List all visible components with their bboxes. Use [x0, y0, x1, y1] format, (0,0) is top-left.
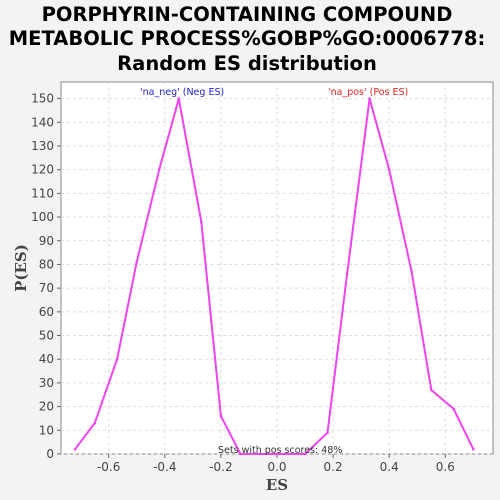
- y-tick-label: 60: [39, 305, 54, 319]
- y-tick-label: 70: [39, 281, 54, 295]
- y-tick-label: 50: [39, 329, 54, 343]
- data-point: [345, 272, 349, 276]
- x-tick-label: 0.2: [324, 460, 343, 474]
- y-tick-label: 100: [31, 210, 54, 224]
- data-point: [199, 220, 203, 224]
- x-tick-label: 0.6: [436, 460, 455, 474]
- x-tick-label: -0.4: [153, 460, 176, 474]
- y-tick-label: 20: [39, 400, 54, 414]
- x-axis-label: ES: [266, 476, 288, 494]
- data-point: [239, 452, 242, 456]
- x-axis-ticks: -0.6 -0.4 -0.2 0.0 0.2 0.4 0.6: [97, 454, 455, 474]
- x-tick-label: 0.4: [380, 460, 399, 474]
- y-tick-label: 120: [31, 163, 54, 177]
- data-point: [452, 407, 456, 411]
- data-point: [472, 447, 475, 451]
- x-tick-label: -0.6: [97, 460, 120, 474]
- chart-title-line-1: PORPHYRIN-CONTAINING COMPOUND: [42, 3, 453, 26]
- data-point: [429, 388, 433, 392]
- x-tick-label: -0.2: [209, 460, 232, 474]
- chart-title-line-3: Random ES distribution: [117, 52, 377, 75]
- data-point: [275, 452, 279, 456]
- y-axis-label: P(ES): [12, 244, 30, 292]
- data-point: [93, 421, 96, 425]
- y-tick-label: 0: [46, 447, 54, 461]
- y-axis-ticks: 0 10 20 30 40 50 60 70 80 90 100 110 120 130 140 150: [31, 92, 61, 461]
- x-tick-label: 0.0: [267, 460, 286, 474]
- data-point: [177, 97, 181, 100]
- y-tick-label: 90: [39, 234, 54, 248]
- legend-pos: 'na_pos' (Pos ES): [328, 87, 408, 98]
- y-tick-label: 110: [31, 186, 54, 200]
- legend-neg: 'na_neg' (Neg ES): [140, 87, 224, 98]
- chart-title-line-2: METABOLIC PROCESS%GOBP%GO:0006778:: [9, 27, 486, 50]
- y-tick-label: 10: [39, 423, 54, 437]
- data-point: [115, 357, 119, 361]
- data-point: [219, 414, 223, 418]
- y-tick-label: 40: [39, 352, 54, 366]
- series-group: [73, 97, 475, 456]
- y-tick-label: 30: [39, 376, 54, 390]
- data-point: [368, 97, 371, 100]
- y-tick-label: 130: [31, 139, 54, 153]
- grid-lines: [61, 82, 493, 455]
- data-point: [410, 270, 413, 273]
- data-point: [303, 452, 307, 456]
- data-point: [73, 447, 77, 451]
- chart-title: PORPHYRIN-CONTAINING COMPOUND METABOLIC …: [9, 3, 486, 75]
- pos-score-annotation: Sets with pos scores: 48%: [218, 445, 342, 456]
- y-tick-label: 80: [39, 257, 54, 271]
- y-tick-label: 150: [31, 92, 54, 106]
- data-point: [326, 431, 329, 434]
- data-point: [387, 168, 391, 171]
- data-point: [135, 260, 139, 264]
- data-point: [157, 168, 161, 171]
- y-tick-label: 140: [31, 115, 54, 129]
